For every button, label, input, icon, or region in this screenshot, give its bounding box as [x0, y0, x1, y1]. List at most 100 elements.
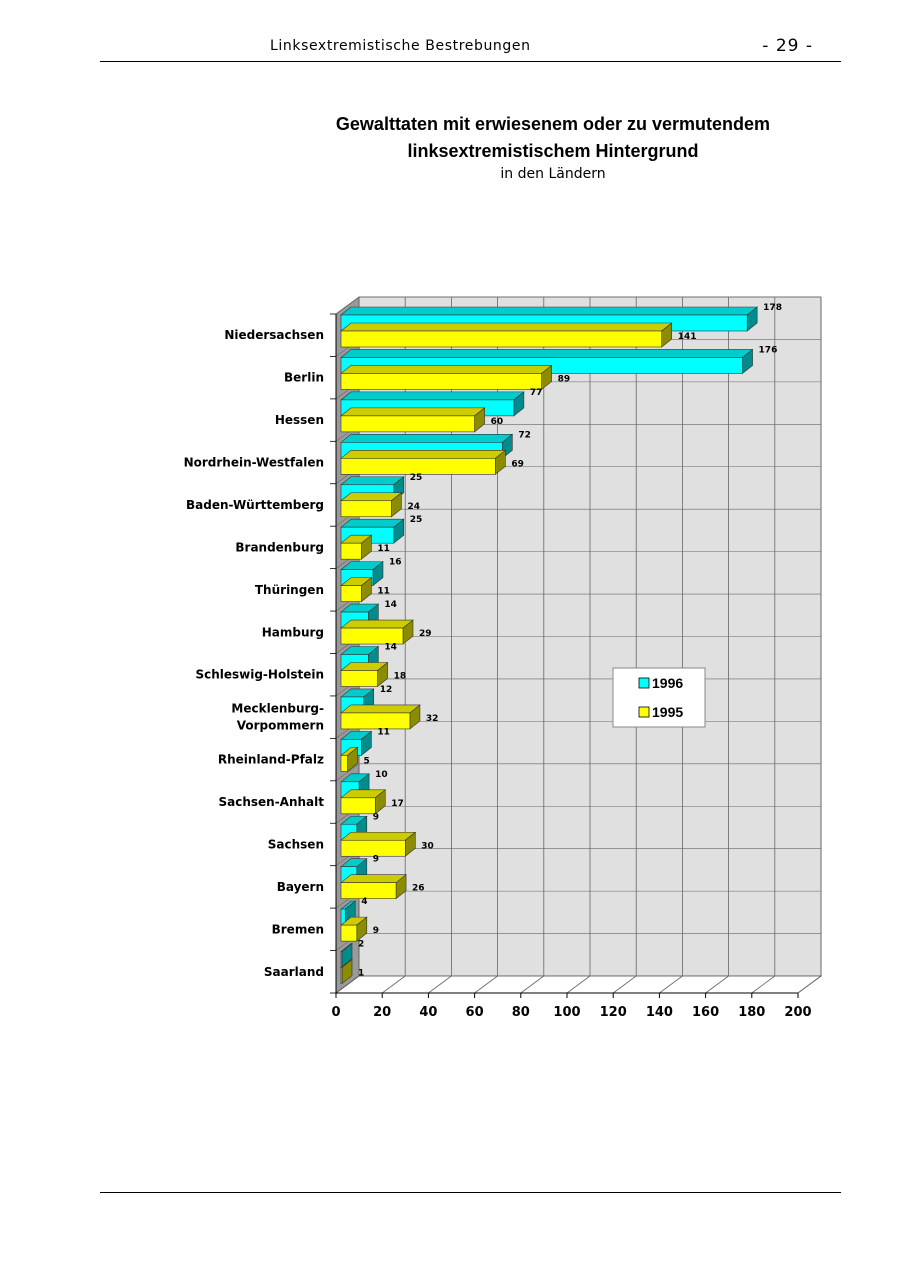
bar-1995-front [340, 627, 404, 645]
category-label: Brandenburg [235, 540, 324, 554]
category-label: Sachsen-Anhalt [218, 795, 324, 809]
floor-gridline [612, 975, 637, 994]
data-label-1996: 9 [373, 855, 379, 865]
bar-1995-front [340, 373, 542, 390]
bar-1995 [340, 577, 373, 603]
bar-1995 [340, 746, 359, 772]
category-label: Hamburg [262, 625, 324, 639]
data-label-1996: 178 [763, 303, 782, 313]
bar-1995 [340, 831, 417, 857]
data-label-1996: 4 [361, 897, 367, 907]
x-tick-label: 80 [512, 1005, 530, 1020]
x-tick-label: 200 [784, 1005, 811, 1020]
floor-gridline [659, 975, 683, 994]
category-label: Rheinland-Pfalz [218, 753, 324, 767]
data-label-1995: 1 [358, 969, 364, 979]
bar-1995 [340, 534, 373, 560]
data-label-1995: 26 [412, 884, 425, 894]
x-tick-label: 0 [331, 1005, 340, 1020]
bar-1995-front [340, 415, 475, 433]
bar-1995-front [340, 967, 343, 984]
bar-1995-front [340, 458, 496, 475]
bar-1995 [340, 322, 673, 348]
x-tick-label: 20 [373, 1005, 391, 1020]
legend-swatch-1995 [638, 706, 650, 718]
floor-gridline [797, 975, 822, 994]
floor-gridline [566, 975, 591, 994]
x-tick-label: 100 [553, 1005, 580, 1020]
category-label: Vorpommern [237, 719, 324, 733]
bar-1996-front [340, 951, 343, 968]
data-label-1996: 16 [389, 558, 402, 568]
side-gridline [335, 975, 360, 994]
x-tick-label: 140 [646, 1005, 673, 1020]
floor-gridline [751, 975, 776, 994]
category-label: Saarland [264, 965, 324, 979]
data-label-1995: 29 [419, 629, 432, 639]
category-label: Schleswig-Holstein [195, 668, 324, 682]
bar-1995 [340, 704, 421, 730]
category-label: Bremen [272, 922, 324, 936]
header-rule [100, 61, 841, 62]
data-label-1995: 32 [426, 714, 439, 724]
category-label: Niedersachsen [224, 328, 324, 342]
legend-box [612, 667, 706, 728]
floor-gridline [474, 975, 498, 994]
running-header-title: Linksextremistische Bestrebungen [270, 38, 531, 54]
data-label-1995: 30 [421, 841, 434, 851]
data-label-1995: 18 [394, 672, 407, 682]
category-label: Hessen [275, 413, 324, 427]
data-label-1996: 14 [384, 643, 397, 653]
data-label-1995: 89 [558, 374, 571, 384]
bar-1995-front [340, 542, 362, 560]
bar-1995 [340, 449, 507, 475]
floor-gridline [428, 975, 452, 994]
legend-label-1995: 1995 [652, 704, 683, 720]
data-label-1996: 176 [759, 345, 778, 355]
bar-1995-front [340, 330, 663, 348]
bar-1996-top [340, 434, 514, 443]
data-label-1996: 25 [410, 473, 423, 483]
floor-gridline [381, 975, 406, 994]
bar-1996-top [340, 476, 405, 486]
legend-label-1996: 1996 [652, 675, 683, 691]
bar-1995-top [340, 450, 507, 459]
bar-1995-front [340, 882, 397, 899]
chart-title-line-1: Gewalttaten mit erwiesenem oder zu vermu… [335, 114, 771, 134]
data-label-1995: 69 [511, 459, 524, 469]
footer-rule [100, 1192, 841, 1193]
bar-1995-front [340, 797, 376, 815]
data-label-1996: 2 [358, 940, 364, 950]
category-label: Mecklenburg- [231, 702, 324, 716]
floor-gridline [520, 975, 545, 994]
category-label: Nordrhein-Westfalen [184, 456, 324, 470]
floor-gridline [705, 975, 729, 994]
data-label-1995: 11 [377, 587, 390, 597]
chart-legend: 1996 1995 [612, 667, 706, 728]
chart-title: Gewalttaten mit erwiesenem oder zu vermu… [290, 111, 816, 165]
bar-1995 [340, 619, 414, 645]
chart-subtitle: in den Ländern [500, 166, 606, 182]
data-label-1996: 25 [410, 515, 423, 525]
bar-1995-top [340, 407, 486, 417]
bar-1995-front [340, 500, 392, 518]
data-label-1995: 11 [377, 544, 390, 554]
data-label-1996: 12 [380, 685, 393, 695]
bar-1995-top [340, 322, 673, 332]
data-label-1995: 24 [407, 502, 420, 512]
data-label-1996: 9 [373, 812, 379, 822]
bar-1995-front [340, 924, 358, 942]
data-label-1996: 72 [518, 430, 531, 440]
bar-1995-front [340, 712, 411, 730]
data-label-1996: 10 [375, 770, 388, 780]
bar-1995-top [340, 704, 421, 714]
bar-1995 [340, 407, 486, 433]
data-label-1995: 9 [373, 926, 379, 936]
bar-1996-top [340, 518, 405, 528]
page-number: - 29 - [762, 36, 813, 56]
category-label: Sachsen [268, 837, 324, 851]
bar-1996-top [340, 306, 759, 316]
data-label-1996: 14 [384, 600, 397, 610]
category-label: Berlin [284, 371, 324, 385]
